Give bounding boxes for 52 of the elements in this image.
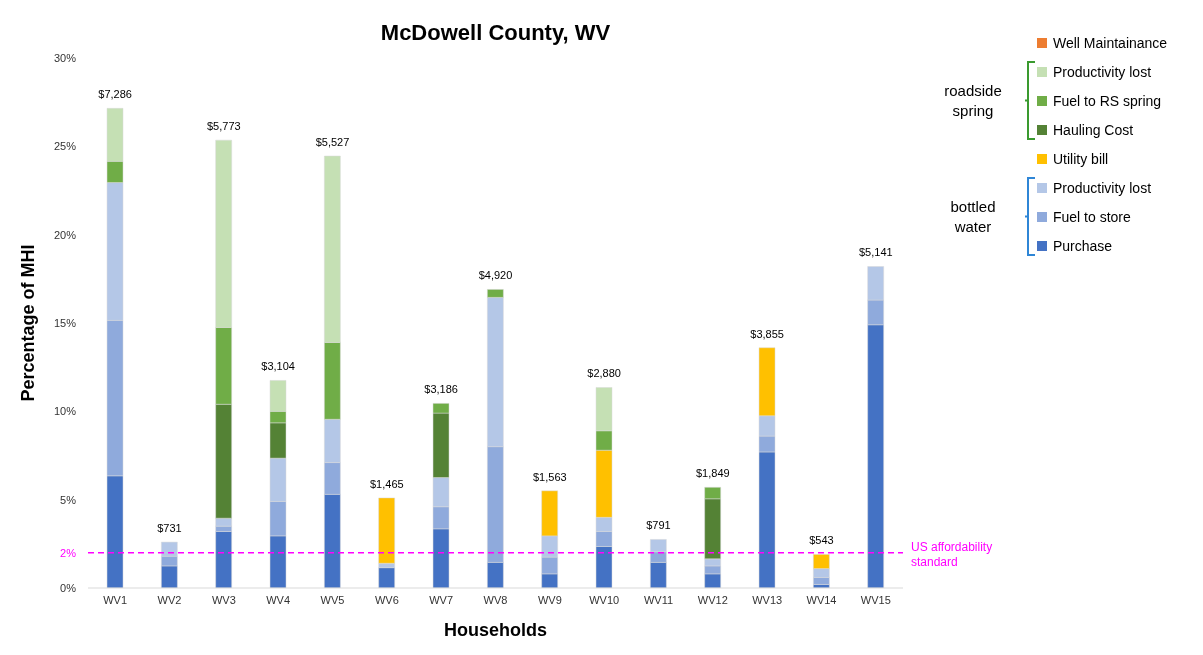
annotation: $1,849 — [695, 467, 731, 480]
annotation: $5,141 — [858, 246, 894, 259]
y-tick-label: 30% — [53, 52, 77, 64]
x-tick-label: WV3 — [211, 593, 236, 606]
legend-label: Purchase — [1053, 237, 1113, 254]
annotation: $4,920 — [477, 269, 514, 282]
x-tick-label: WV2 — [157, 593, 182, 606]
y-tick-label: 2% — [60, 546, 77, 559]
annotation: $7,286 — [97, 88, 133, 101]
annotation: $731 — [156, 522, 183, 535]
annotation: $543 — [808, 534, 835, 547]
y-axis-title: Percentage of MHI — [18, 244, 39, 402]
x-tick-label: WV6 — [374, 593, 399, 606]
annotation: $2,880 — [586, 367, 622, 380]
y-tick-label: 0% — [60, 582, 77, 594]
annotation: $1,465 — [369, 477, 405, 490]
x-tick-label: WV9 — [537, 593, 562, 606]
x-tick-label: WV11 — [643, 593, 674, 606]
x-tick-label: WV13 — [752, 593, 783, 606]
x-tick-label: WV12 — [697, 593, 728, 606]
x-tick-label: WV10 — [589, 593, 620, 606]
chart-title: McDowell County, WV — [380, 20, 611, 45]
x-tick-label: WV15 — [860, 593, 891, 606]
y-tick-label: 10% — [53, 405, 77, 418]
x-axis-title: Households — [443, 620, 548, 640]
ref-line-label: US affordability standard — [911, 539, 993, 569]
x-tick-label: WV8 — [483, 593, 508, 606]
legend-label: Productivity lost — [1053, 179, 1152, 196]
legend-label: Well Maintainance — [1053, 34, 1168, 51]
x-tick-label: WV7 — [429, 593, 454, 606]
legend-label: Utility bill — [1053, 150, 1109, 167]
y-tick-label: 25% — [53, 140, 77, 153]
annotation: $5,773 — [206, 120, 242, 133]
annotation: $3,855 — [749, 327, 785, 340]
y-tick-label: 15% — [53, 317, 77, 329]
x-tick-label: WV14 — [806, 593, 837, 606]
y-tick-label: 5% — [60, 493, 77, 506]
legend-label: Fuel to store — [1053, 208, 1131, 225]
annotation: $3,186 — [423, 383, 459, 396]
x-tick-label: WV5 — [320, 593, 345, 606]
x-tick-label: WV4 — [266, 593, 291, 606]
annotation: $1,563 — [532, 470, 568, 483]
x-tick-label: WV1 — [103, 593, 128, 606]
legend-label: Productivity lost — [1053, 63, 1152, 80]
legend-label: Fuel to RS spring — [1053, 92, 1162, 109]
annotation: $5,527 — [314, 136, 351, 149]
annotation: $3,104 — [260, 360, 296, 373]
annotation: $791 — [645, 519, 672, 532]
y-tick-label: 20% — [53, 228, 77, 241]
text: bottled water — [949, 196, 997, 237]
text: roadside spring — [943, 80, 1003, 121]
legend-label: Hauling Cost — [1053, 121, 1134, 138]
